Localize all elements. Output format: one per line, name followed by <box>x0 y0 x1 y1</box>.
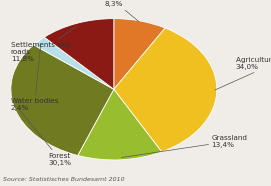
Wedge shape <box>78 89 162 160</box>
Text: Settlements and
roads
11,8%: Settlements and roads 11,8% <box>11 26 76 62</box>
Wedge shape <box>44 19 114 89</box>
Text: Grassland
13,4%: Grassland 13,4% <box>121 135 247 158</box>
Wedge shape <box>114 19 165 89</box>
Text: Forest
30,1%: Forest 30,1% <box>18 108 71 166</box>
Text: Agricultural crop land
34,0%: Agricultural crop land 34,0% <box>215 57 271 90</box>
Text: Water bodies
2,4%: Water bodies 2,4% <box>11 44 58 111</box>
Text: Other
8,3%: Other 8,3% <box>104 0 139 21</box>
Wedge shape <box>34 37 114 89</box>
Wedge shape <box>114 28 217 152</box>
Wedge shape <box>11 45 114 155</box>
Text: Source: Statistisches Bundesamt 2010: Source: Statistisches Bundesamt 2010 <box>3 177 124 182</box>
